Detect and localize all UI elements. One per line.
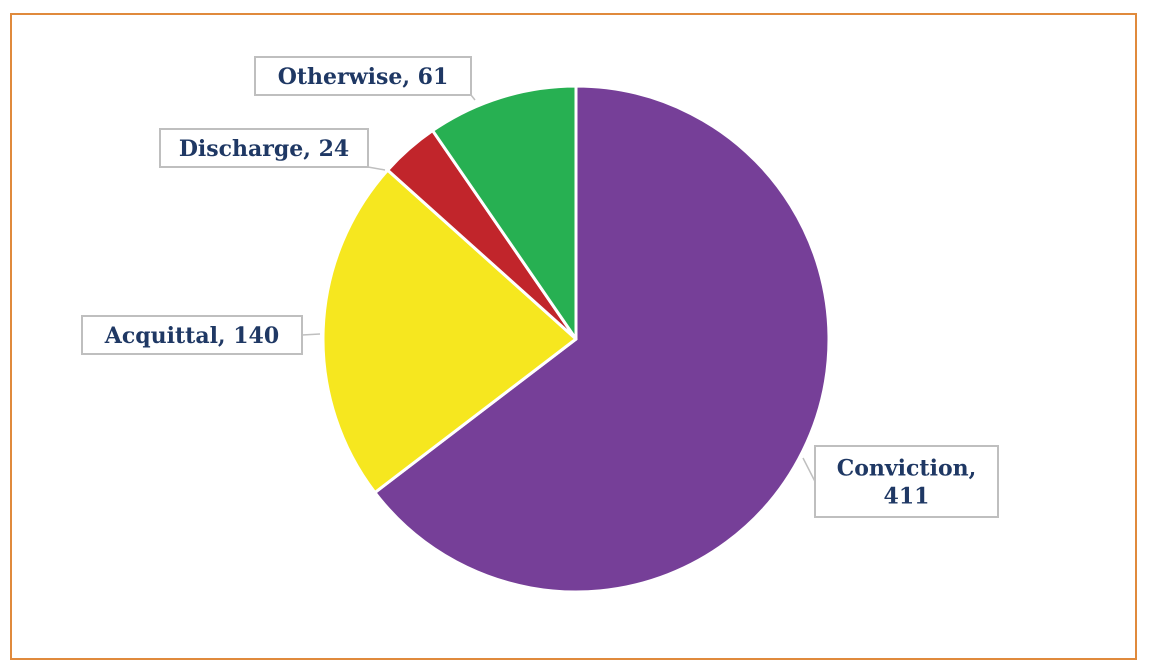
- data-label-box: [81, 315, 303, 355]
- pie-slice-otherwise: [431, 84, 578, 341]
- data-label-box: [159, 128, 369, 168]
- label-leader-conviction: [802, 457, 816, 482]
- data-label-acquittal: Acquittal, 140: [81, 315, 303, 355]
- pie-slice-acquittal: [321, 168, 578, 495]
- label-leader-discharge: [367, 166, 386, 171]
- data-label-box: [254, 56, 472, 96]
- data-label-text: 411: [884, 484, 930, 510]
- data-label-text: Conviction,: [837, 456, 977, 482]
- data-label-otherwise: Otherwise, 61: [254, 56, 472, 96]
- data-label-box: [814, 445, 999, 518]
- data-label-text: Discharge, 24: [179, 136, 349, 162]
- data-label-text: Otherwise, 61: [278, 64, 449, 90]
- label-leader-acquittal: [301, 333, 321, 336]
- data-label-discharge: Discharge, 24: [159, 128, 369, 168]
- data-label-conviction: Conviction,411: [814, 445, 999, 518]
- data-labels: Conviction,411 Acquittal, 140 Discharge, 2…: [81, 56, 999, 518]
- pie-slice-conviction: [373, 84, 831, 594]
- pie-slices: [321, 84, 831, 594]
- data-label-text: Acquittal, 140: [104, 323, 279, 349]
